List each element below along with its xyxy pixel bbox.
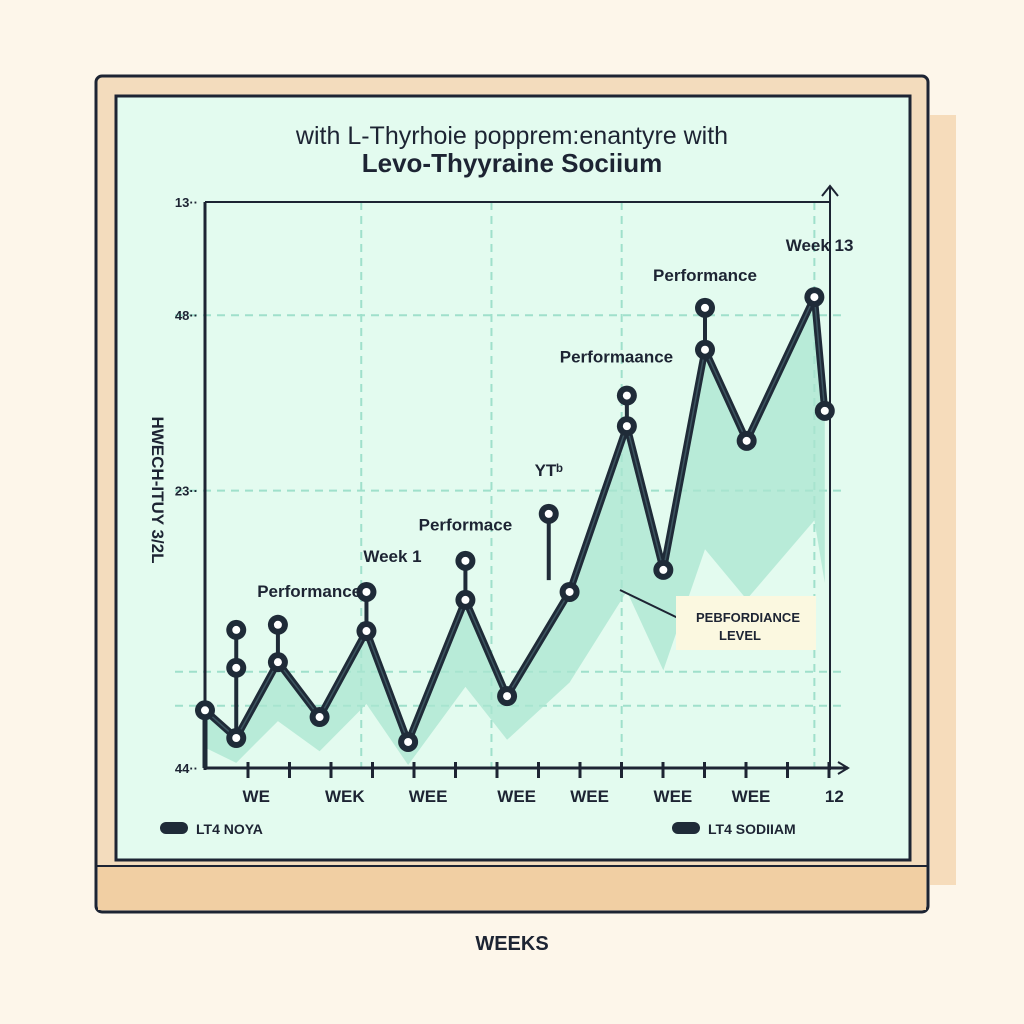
marker-point-center [622,391,631,400]
data-point-center [315,713,324,722]
y-ticks: 13·· 48·· 23·· 44·· [175,195,198,776]
data-point-center [701,345,709,354]
chart-title-line2: Levo-Thyyraine Sociium [362,148,663,178]
legend-label-lt4-sodiiam: LT4 SODIIAM [708,821,796,837]
data-point-center [810,293,819,302]
x-axis-label: WEEKS [475,933,548,955]
frame-shadow [930,115,956,885]
marker-point-center [232,625,241,634]
series-performance [195,287,835,768]
marker-point-center [273,620,282,629]
annotation-label: Week 13 [786,236,854,255]
x-tick-label: WE [243,787,270,806]
legend-swatch-lt4-sodiiam [672,822,700,834]
chart-title-line1: with L-Thyrhoie popprem:enantyre with [295,122,728,150]
marker-point-center [544,509,553,518]
annotation-label: Performance [653,266,757,285]
legend-label-lt4-noya: LT4 NOYA [196,821,263,837]
y-tick-label: 48·· [175,308,198,323]
marker-point-center [701,303,709,312]
annotation-label: Performace [419,515,513,534]
x-tick-label: WEE [570,787,609,806]
callout-line1: PEBFORDIANCE [696,610,800,625]
x-tick-label: WEE [732,787,771,806]
x-axis-arrow-icon [837,761,850,775]
marker-point-center [362,587,371,596]
data-point-center [659,565,668,574]
y-tick-label: 13·· [175,195,198,210]
data-point-center [820,406,829,415]
legend-swatch-lt4-noya [160,822,188,834]
data-point-center [742,436,751,445]
x-tick-label: WEE [409,787,448,806]
data-point-center [362,627,371,636]
x-tick-label: WEE [654,787,693,806]
annotation-label: Week 1 [363,547,421,566]
annotation-label: Performaance [560,348,673,367]
data-point-center [565,587,574,596]
data-point-center [461,595,470,604]
x-tick-label: WEE [497,787,536,806]
data-point-center [404,737,413,746]
y-axis-label: HWECH-ITUY 3/2L [148,416,167,563]
callout-pointer [619,589,679,619]
x-tick-label: WEK [325,787,365,806]
data-point-center [273,658,282,667]
data-point-center [201,706,209,715]
frame-bottom-band [98,866,926,910]
marker-point-center [232,663,241,672]
callout-box [676,596,816,650]
annotation-label: Performance [257,582,361,601]
data-point-center [232,734,241,743]
annotation-label: YTᵇ [535,461,564,480]
y-tick-label: 44·· [175,761,198,776]
data-point-center [622,422,631,431]
x-tick-label: 12 [825,787,844,806]
data-point-center [503,692,512,701]
marker-point-center [461,556,470,565]
y-tick-label: 23·· [175,484,198,499]
x-ticks: WE WEK WEE WEE WEE WEE WEE 12 [243,762,844,806]
callout-line2: LEVEL [719,628,761,643]
